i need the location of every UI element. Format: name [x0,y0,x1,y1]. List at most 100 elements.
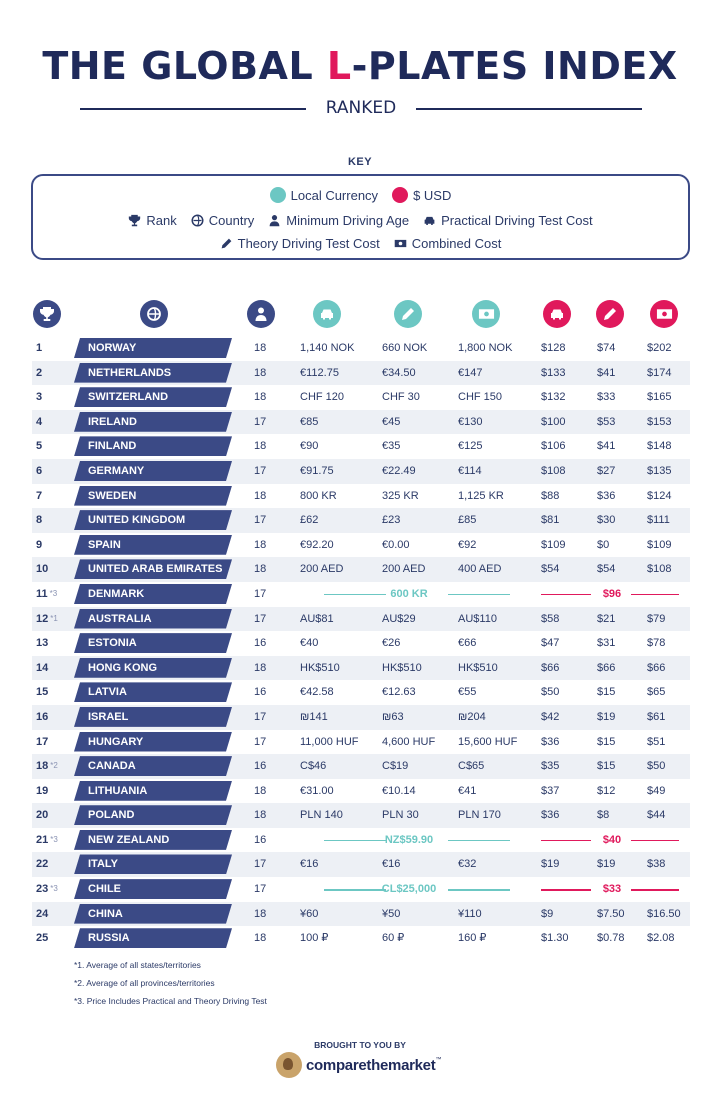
country-label: FINLAND [74,436,232,456]
rank-cell: 12 *1 [36,607,74,632]
practical-usd-cell: $50 [541,686,560,699]
min-age-cell: 18 [254,661,267,674]
practical-local-cell: €91.75 [300,464,334,477]
car-icon [313,300,341,328]
table-row: 13 ESTONIA 16 €40 €26 €66 $47 $31 $78 [32,631,690,656]
practical-usd-cell: $109 [541,538,566,551]
rank-number: 19 [36,784,49,797]
divider [416,108,642,110]
practical-local-cell: PLN 140 [300,809,343,822]
table-row: 14 HONG KONG 18 HK$510 HK$510 HK$510 $66 $66 $66 [32,655,690,681]
meerkat-icon [276,1052,302,1078]
rank-cell: 20 [36,803,74,828]
theory-usd-cell: $7.50 [597,907,625,920]
combined-local-value: NZ$59.90 [384,833,434,846]
min-age-cell: 18 [254,538,267,551]
combined-local-cell: ¥110 [458,907,482,920]
trophy-icon [33,300,61,328]
rank-cell: 24 [36,902,74,927]
min-age-cell: 18 [254,391,267,404]
rank-cell: 23 *3 [36,877,74,902]
pink-dot-icon [392,187,409,203]
combined-usd-span: $40 [541,828,683,853]
theory-usd-cell: $33 [597,391,616,404]
min-age-cell: 16 [254,637,267,650]
country-label: HONG KONG [74,658,232,678]
table-row: 21 *3 NEW ZEALAND 16 NZ$59.90 $40 [32,828,690,853]
rank-number: 25 [36,932,49,945]
theory-usd-cell: $27 [597,464,616,477]
practical-local-cell: £62 [300,514,319,527]
key-label-text: Theory Driving Test Cost [237,236,380,251]
combined-usd-span: $33 [541,877,683,902]
country-label: SPAIN [74,535,232,555]
column-header-icons [0,300,720,332]
rank-number: 14 [36,661,49,674]
practical-local-cell: 100 ₽ [300,932,329,945]
country-label: HUNGARY [74,732,232,752]
subtitle-row: RANKED [80,98,642,118]
divider [80,108,306,110]
title-part: -PLATES INDEX [351,44,678,88]
person-icon [247,300,275,328]
combined-usd-cell: $165 [647,391,672,404]
theory-usd-cell: $30 [597,514,616,527]
country-label: GERMANY [74,461,232,481]
combined-usd-span: $96 [541,582,683,607]
table-row: 23 *3 CHILE 17 CL$25,000 $33 [32,877,690,902]
key-combined: Combined Cost [394,236,502,251]
rank-cell: 2 [36,361,74,386]
rank-cell: 9 [36,533,74,558]
min-age-cell: 18 [254,366,267,379]
rank-number: 6 [36,464,43,477]
practical-usd-cell: $106 [541,440,566,453]
theory-local-cell: ¥50 [382,907,401,920]
practical-usd-cell: $42 [541,710,560,723]
combined-usd-cell: $2.08 [647,932,675,945]
table-row: 8 UNITED KINGDOM 17 £62 £23 £85 $81 $30 $111 [32,508,690,533]
trophy-icon [128,214,141,227]
practical-local-cell: ₪141 [300,710,328,723]
brand-text: comparethemarket [306,1056,436,1074]
combined-local-cell: £85 [458,514,477,527]
rank-cell: 1 [36,336,74,361]
rank-number: 18 [36,760,49,773]
practical-usd-cell: $9 [541,907,554,920]
country-label: UNITED KINGDOM [74,510,232,530]
combined-local-span: 600 KR [300,582,518,607]
theory-local-cell: PLN 30 [382,809,419,822]
min-age-cell: 18 [254,440,267,453]
country-label: ITALY [74,854,232,874]
combined-usd-cell: $148 [647,440,672,453]
rank-cell: 7 [36,484,74,509]
theory-usd-cell: $66 [597,661,616,674]
rank-number: 22 [36,858,49,871]
theory-usd-cell: $15 [597,686,616,699]
practical-local-cell: CHF 120 [300,391,345,404]
combined-usd-cell: $135 [647,464,672,477]
key-label-text: Rank [146,213,177,228]
theory-local-cell: 4,600 HUF [382,735,436,748]
combined-local-cell: 15,600 HUF [458,735,518,748]
divider [541,593,591,596]
ranking-table: 1 NORWAY 18 1,140 NOK 660 NOK 1,800 NOK $128 $7… [32,336,690,951]
practical-local-cell: HK$510 [300,661,340,674]
theory-local-cell: £23 [382,514,401,527]
min-age-cell: 17 [254,415,267,428]
combined-local-cell: 1,125 KR [458,489,504,502]
country-label: POLAND [74,805,232,825]
table-row: 9 SPAIN 18 €92.20 €0.00 €92 $109 $0 $109 [32,533,690,558]
practical-usd-cell: $100 [541,415,566,428]
key-label-text: Combined Cost [411,236,502,251]
min-age-cell: 17 [254,883,267,896]
theory-local-cell: €45 [382,415,401,428]
theory-usd-cell: $54 [597,563,616,576]
rank-number: 16 [36,710,49,723]
practical-local-cell: €31.00 [300,784,334,797]
practical-usd-cell: $133 [541,366,566,379]
table-row: 7 SWEDEN 18 800 KR 325 KR 1,125 KR $88 $36 $124 [32,484,690,509]
table-row: 25 RUSSIA 18 100 ₽ 60 ₽ 160 ₽ $1.30 $0.78 $2.08 [32,926,690,951]
theory-local-cell: 660 NOK [382,342,428,354]
practical-usd-cell: $1.30 [541,932,569,945]
combined-local-cell: €147 [458,366,483,379]
